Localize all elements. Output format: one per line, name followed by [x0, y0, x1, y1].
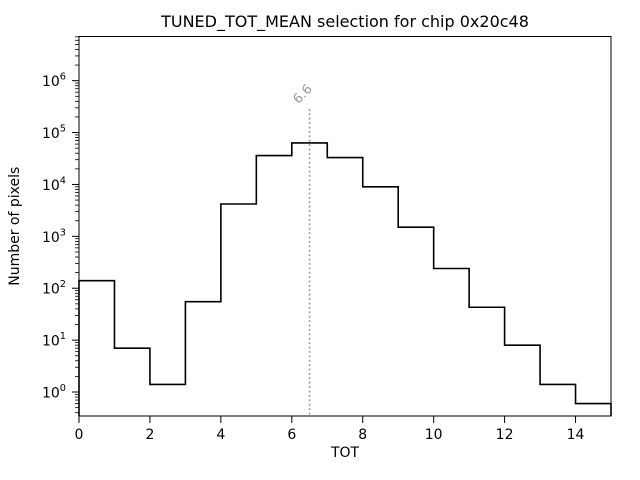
y-tick-label: 105: [42, 124, 66, 143]
histogram-step-line: [78, 142, 612, 416]
x-tick-label: 8: [358, 427, 367, 443]
y-tick-label: 106: [42, 72, 66, 91]
y-tick-label: 103: [42, 227, 66, 246]
x-tick-label: 0: [75, 427, 84, 443]
x-tick-label: 10: [425, 427, 443, 443]
x-axis-label: TOT: [330, 445, 360, 461]
y-tick-label: 102: [42, 279, 66, 298]
y-axis-label: Number of pixels: [7, 167, 23, 286]
plot-border: [78, 36, 612, 417]
y-tick-label: 101: [42, 331, 66, 350]
x-tick-label: 14: [567, 427, 585, 443]
y-tick-label: 100: [42, 383, 66, 402]
chart-title: TUNED_TOT_MEAN selection for chip 0x20c4…: [160, 12, 529, 32]
x-tick-label: 4: [216, 427, 225, 443]
x-tick-label: 6: [287, 427, 296, 443]
x-tick-label: 2: [145, 427, 154, 443]
x-tick-label: 12: [496, 427, 514, 443]
y-tick-label: 104: [42, 175, 66, 194]
selection-value-label: 6.6: [290, 82, 315, 107]
